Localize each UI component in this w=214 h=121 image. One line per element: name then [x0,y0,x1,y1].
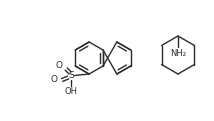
Text: NH₂: NH₂ [170,49,186,57]
Text: O: O [51,76,58,84]
Text: OH: OH [65,87,78,97]
Text: S: S [68,72,74,80]
Text: O: O [56,60,63,69]
